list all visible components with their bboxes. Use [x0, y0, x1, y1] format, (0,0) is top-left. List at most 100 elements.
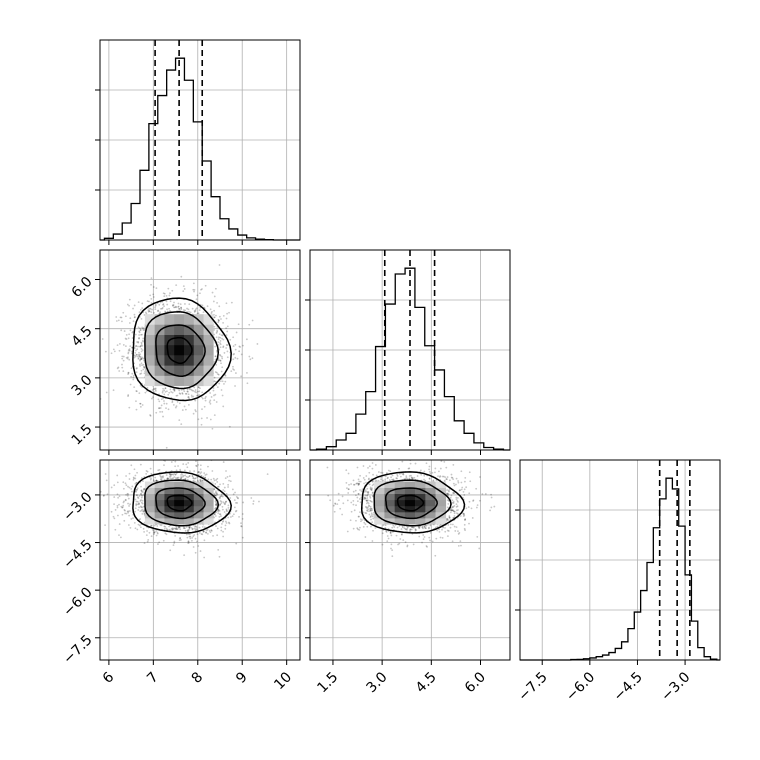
scatter-point	[418, 526, 421, 528]
scatter-point	[144, 391, 147, 394]
scatter-point	[219, 359, 222, 362]
histogram-panel-2: −7.5 −6.0 −4.5 −3.0	[515, 459, 721, 705]
scatter-point	[185, 533, 188, 536]
scatter-point	[213, 360, 216, 363]
scatter-point	[460, 481, 463, 484]
scatter-point	[148, 300, 150, 303]
scatter-point	[391, 526, 394, 529]
density-cell	[374, 505, 385, 513]
scatter-point	[180, 477, 182, 480]
scatter-point	[135, 345, 138, 347]
scatter-point	[140, 317, 143, 320]
scatter-point	[442, 475, 445, 478]
y-tick-label: −3.0	[60, 489, 95, 524]
density-cell	[144, 499, 155, 507]
scatter-point	[219, 343, 222, 346]
scatter-point	[196, 533, 199, 536]
scatter-point	[213, 394, 215, 397]
scatter-point	[202, 475, 205, 478]
scatter-point	[378, 453, 380, 455]
scatter-point	[446, 476, 449, 478]
scatter-point	[177, 526, 180, 529]
scatter-point	[223, 502, 226, 505]
scatter-point	[428, 452, 430, 454]
scatter-point	[140, 356, 142, 359]
scatter-point	[194, 551, 197, 554]
scatter-point	[423, 474, 426, 477]
scatter-point	[194, 537, 197, 540]
contour-line	[144, 479, 220, 527]
scatter-point	[241, 513, 244, 515]
scatter-point	[134, 507, 137, 510]
scatter-point	[132, 378, 135, 381]
scatter-point	[164, 387, 167, 390]
scatter-point	[116, 474, 119, 477]
scatter-point	[183, 390, 186, 393]
scatter-point	[137, 503, 140, 506]
scatter-point	[217, 510, 219, 512]
scatter-point	[169, 477, 172, 480]
scatter-point	[135, 349, 137, 352]
scatter-point	[240, 353, 243, 356]
scatter-point	[235, 509, 238, 512]
density-cell	[384, 512, 395, 519]
scatter-point	[138, 502, 140, 505]
scatter-point	[215, 492, 218, 495]
scatter-point	[180, 475, 183, 478]
scatter-point	[142, 510, 145, 513]
scatter-point	[192, 389, 195, 392]
density-cell	[174, 344, 185, 356]
scatter-point	[191, 475, 194, 478]
scatter-point	[229, 497, 232, 499]
scatter-point	[451, 509, 454, 511]
scatter-point	[200, 288, 202, 291]
scatter-point	[222, 461, 225, 463]
scatter-point	[104, 524, 106, 527]
scatter-point	[214, 483, 217, 485]
scatter-point	[165, 402, 168, 405]
scatter-point	[143, 513, 146, 515]
scatter-point	[156, 531, 159, 534]
scatter-point	[225, 500, 227, 503]
scatter-point	[118, 495, 121, 498]
scatter-point	[196, 528, 198, 531]
scatter-point	[188, 475, 191, 478]
scatter-point	[218, 359, 221, 362]
scatter-point	[184, 474, 187, 477]
scatter-point	[368, 483, 371, 486]
scatter-point	[172, 388, 175, 391]
scatter-point	[154, 308, 157, 311]
scatter-point	[372, 517, 375, 520]
scatter-point	[228, 479, 230, 482]
scatter-point	[165, 527, 168, 530]
scatter-point	[452, 492, 455, 495]
scatter-point	[414, 528, 417, 531]
scatter-point	[347, 492, 350, 494]
scatter-point	[139, 405, 142, 408]
scatter-point	[149, 478, 152, 481]
scatter-point	[199, 468, 202, 471]
scatter-point	[457, 481, 460, 484]
scatter-point	[178, 526, 181, 529]
scatter-point	[187, 533, 190, 536]
scatter-point	[140, 477, 143, 479]
scatter-point	[348, 483, 350, 486]
scatter-point	[195, 394, 198, 397]
scatter-point	[225, 522, 228, 524]
scatter-point	[188, 527, 191, 529]
scatter-point	[214, 355, 217, 358]
scatter-point	[388, 479, 391, 481]
scatter-point	[127, 395, 129, 397]
scatter-point	[174, 306, 176, 309]
scatter-point	[140, 496, 143, 499]
scatter-point	[174, 460, 177, 463]
scatter-point	[124, 345, 127, 348]
scatter-point	[346, 499, 349, 502]
scatter-point	[194, 529, 197, 532]
scatter-point	[365, 481, 367, 484]
scatter-point	[238, 350, 241, 353]
y-tick-label: 6.0	[69, 274, 96, 301]
scatter-point	[203, 556, 206, 559]
scatter-point	[359, 518, 362, 521]
scatter-point	[168, 475, 171, 478]
